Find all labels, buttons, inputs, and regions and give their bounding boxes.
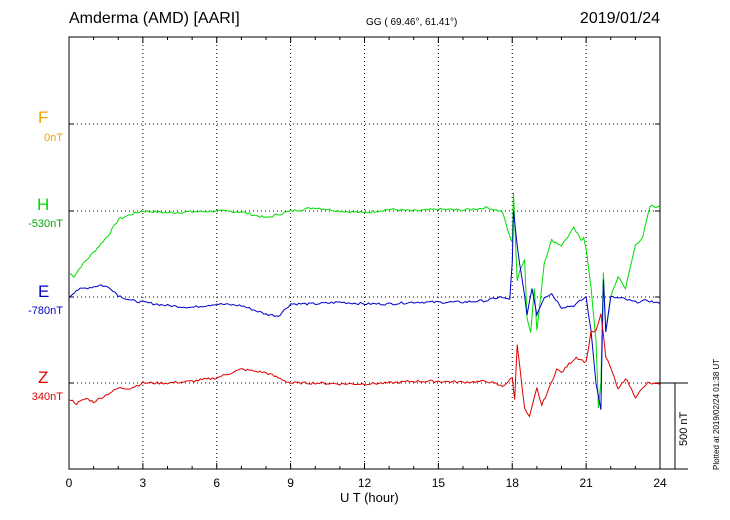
scale-bar-label: 500 nT xyxy=(678,411,690,446)
component-label-e: E xyxy=(38,282,50,301)
x-tick-label-18: 18 xyxy=(506,476,520,490)
x-axis-label: U T (hour) xyxy=(340,490,399,505)
baseline-label-z: 340nT xyxy=(31,391,63,403)
series-line-h xyxy=(68,192,661,408)
x-tick-label-12: 12 xyxy=(358,476,372,490)
series-line-e xyxy=(68,210,661,410)
baseline-label-e: -780nT xyxy=(28,305,63,317)
plot-date: 2019/01/24 xyxy=(579,10,660,27)
x-tick-label-0: 0 xyxy=(66,476,73,490)
x-tick-label-15: 15 xyxy=(432,476,446,490)
component-label-h: H xyxy=(37,195,50,214)
baseline-label-h: -530nT xyxy=(28,218,63,230)
x-tick-label-9: 9 xyxy=(287,476,294,490)
plotted-at-note: Plotted at 2019/02/24 01:38 UT xyxy=(712,358,721,470)
baseline-label-f: 0nT xyxy=(44,132,63,144)
component-label-z: Z xyxy=(38,368,49,387)
component-label-f: F xyxy=(38,108,49,127)
x-tick-label-21: 21 xyxy=(579,476,593,490)
x-tick-label-3: 3 xyxy=(140,476,147,490)
station-title: Amderma (AMD) [AARI] xyxy=(69,10,240,27)
x-tick-label-24: 24 xyxy=(653,476,667,490)
series-line-z xyxy=(68,313,661,418)
x-tick-label-6: 6 xyxy=(213,476,220,490)
geographic-coordinates: GG ( 69.46°, 61.41°) xyxy=(366,17,458,28)
